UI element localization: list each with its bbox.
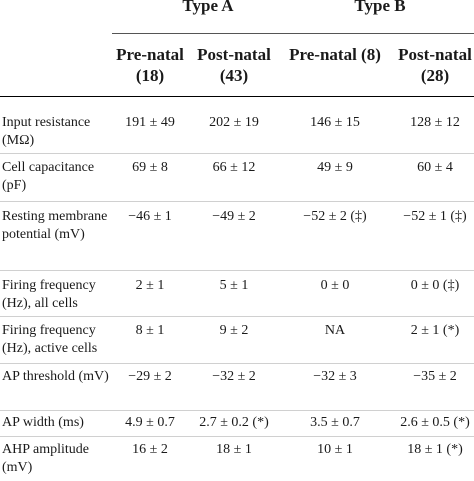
cell: 0 ± 0 (320, 278, 350, 293)
row-separator (0, 153, 474, 154)
row-label-input-resistance: Input resistance (MΩ) (2, 115, 91, 148)
cell: NA (324, 323, 346, 338)
cell: −49 ± 2 (212, 209, 256, 224)
cell: 69 ± 8 (132, 160, 168, 175)
cell: −46 ± 1 (128, 209, 172, 224)
cell: 5 ± 1 (219, 278, 249, 293)
row-label-ahp-amplitude: AHP amplitude (mV) (2, 442, 89, 475)
header-rule (0, 96, 474, 97)
cell: −29 ± 2 (128, 369, 172, 384)
group-header-type-a: Type A (182, 0, 234, 15)
cell: 2.7 ± 0.2 (*) (199, 415, 269, 430)
cell: 128 ± 12 (410, 115, 460, 130)
column-header-b-prenatal: Pre-natal (8) (289, 45, 381, 64)
cell: 2 ± 1 (*) (410, 323, 460, 338)
cell: 18 ± 1 (*) (407, 442, 463, 457)
group-header-type-b: Type B (354, 0, 406, 15)
cell: −32 ± 2 (212, 369, 256, 384)
cell: 49 ± 9 (317, 160, 353, 175)
cell: 4.9 ± 0.7 (125, 415, 175, 430)
row-separator (0, 363, 474, 364)
cell: 10 ± 1 (317, 442, 353, 457)
row-separator (0, 410, 474, 411)
cell: −32 ± 3 (313, 369, 357, 384)
cell: 9 ± 2 (219, 323, 249, 338)
row-label-firing-frequency-active: Firing frequency (Hz), active cells (2, 323, 98, 356)
row-separator (0, 201, 474, 202)
cell: 60 ± 4 (417, 160, 453, 175)
row-label-cell-capacitance: Cell capacitance (pF) (2, 160, 95, 193)
column-header-a-prenatal: Pre-natal (18) (116, 45, 184, 85)
row-label-ap-threshold: AP threshold (mV) (2, 369, 109, 384)
row-separator (0, 436, 474, 437)
cell: 191 ± 49 (125, 115, 175, 130)
cell: 3.5 ± 0.7 (310, 415, 360, 430)
cell: 16 ± 2 (132, 442, 168, 457)
row-label-ap-width: AP width (ms) (2, 415, 84, 430)
column-header-a-postnatal: Post-natal (43) (197, 45, 271, 85)
cell: 2 ± 1 (135, 278, 165, 293)
column-header-b-postnatal: Post-natal (28) (398, 45, 472, 85)
group-rule-type-b (283, 33, 474, 34)
cell: 0 ± 0 (‡) (410, 278, 460, 293)
cell: 2.6 ± 0.5 (*) (400, 415, 470, 430)
row-label-firing-frequency-all: Firing frequency (Hz), all cells (2, 278, 96, 311)
cell: 18 ± 1 (216, 442, 252, 457)
cell: 8 ± 1 (135, 323, 165, 338)
group-rule-type-a (112, 33, 284, 34)
row-separator (0, 270, 474, 271)
cell: −52 ± 2 (‡) (303, 209, 367, 224)
cell: −35 ± 2 (413, 369, 457, 384)
row-separator (0, 316, 474, 317)
cell: −52 ± 1 (‡) (403, 209, 467, 224)
cell: 66 ± 12 (212, 160, 256, 175)
cell: 146 ± 15 (310, 115, 360, 130)
cell: 202 ± 19 (209, 115, 259, 130)
row-label-resting-membrane-potential: Resting membrane potential (mV) (2, 209, 108, 242)
